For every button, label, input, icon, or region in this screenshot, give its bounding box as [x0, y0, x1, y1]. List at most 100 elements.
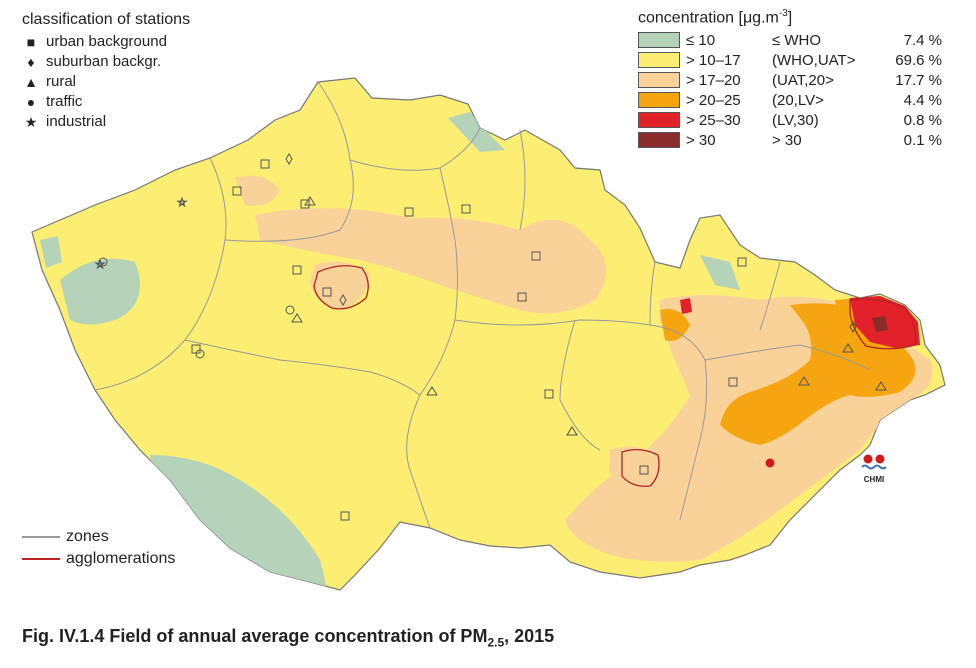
concentration-percent: 0.8 % — [903, 111, 942, 129]
agglomerations-label: agglomerations — [66, 550, 176, 567]
station-urban — [260, 159, 270, 169]
station-industrial: ☆ — [95, 259, 105, 271]
station-legend-label: rural — [46, 73, 77, 90]
concentration-legend-title: concentration [μg.m-3] — [638, 8, 958, 27]
color-swatch — [638, 112, 680, 129]
concentration-title-text: concentration [μg.m — [638, 9, 779, 27]
station-rural — [798, 376, 810, 386]
station-urban — [322, 287, 332, 297]
agglomeration-boundaries — [313, 265, 917, 487]
station-rural — [426, 386, 438, 396]
station-urban — [531, 251, 541, 261]
figure-caption: Fig. IV.1.4 Field of annual average conc… — [22, 626, 554, 650]
station-legend-label: suburban backgr. — [46, 53, 162, 70]
caption-prefix: Fig. IV.1.4 Field of annual average conc… — [22, 626, 488, 646]
color-swatch — [638, 132, 680, 149]
zone-boundaries — [94, 81, 871, 529]
concentration-percent: 69.6 % — [895, 51, 942, 69]
suburban-background-icon: ♦ — [27, 54, 35, 70]
light-orange-prague — [310, 261, 370, 310]
stations: ☆ ☆ — [95, 153, 887, 521]
traffic-icon: ● — [26, 94, 36, 110]
caption-sub: 2.5 — [487, 635, 505, 650]
station-urban — [404, 207, 414, 217]
station-legend-label: urban background — [46, 33, 167, 50]
darkred-hotspot — [872, 316, 888, 332]
agglomerations-line-icon — [22, 558, 60, 560]
concentration-title-sup: -3 — [778, 8, 788, 19]
station-legend-label: traffic — [46, 93, 83, 110]
station-legend-item: ★ industrial — [22, 112, 190, 132]
concentration-class: (LV,30) — [772, 111, 819, 129]
concentration-percent: 0.1 % — [903, 131, 942, 149]
concentration-range: > 17–20 — [686, 71, 741, 89]
concentration-class: (20,LV> — [772, 91, 824, 109]
color-swatch — [638, 92, 680, 109]
station-urban — [461, 204, 471, 214]
zones-label: zones — [66, 528, 109, 545]
station-urban — [340, 511, 350, 521]
green-zone-sw-edge — [40, 236, 62, 268]
light-orange-brno — [609, 446, 665, 492]
station-urban — [639, 465, 649, 475]
concentration-title-end: ] — [787, 9, 793, 27]
station-urban — [737, 257, 747, 267]
concentration-percent: 4.4 % — [903, 91, 942, 109]
station-traffic-red — [765, 458, 775, 468]
concentration-legend-item: > 20–25 (20,LV> 4.4 % — [638, 90, 958, 110]
zones-line-icon — [22, 536, 60, 538]
station-traffic — [195, 349, 205, 359]
concentration-range: > 30 — [686, 131, 716, 149]
concentration-class: (UAT,20> — [772, 71, 834, 89]
rural-icon: ▲ — [24, 74, 38, 90]
concentration-legend: concentration [μg.m-3] ≤ 10 ≤ WHO 7.4 % > 1… — [638, 8, 958, 150]
zones-legend-item: zones — [22, 526, 175, 548]
station-urban — [232, 186, 242, 196]
station-legend-item: ● traffic — [22, 92, 190, 112]
concentration-range: ≤ 10 — [686, 31, 716, 49]
chmi-logo-text: CHMI — [864, 475, 884, 484]
station-legend-label: industrial — [46, 113, 107, 130]
agglomerations-legend-item: agglomerations — [22, 548, 175, 570]
concentration-legend-item: > 17–20 (UAT,20> 17.7 % — [638, 70, 958, 90]
concentration-map: ☆ ☆ — [31, 77, 946, 591]
light-orange-central-band — [255, 208, 607, 314]
concentration-legend-item: ≤ 10 ≤ WHO 7.4 % — [638, 30, 958, 50]
station-rural — [566, 426, 578, 436]
station-rural — [875, 381, 887, 391]
station-urban — [292, 265, 302, 275]
caption-suffix: , 2015 — [504, 626, 555, 646]
station-legend-item: ▲ rural — [22, 72, 190, 92]
concentration-legend-item: > 10–17 (WHO,UAT> 69.6 % — [638, 50, 958, 70]
chmi-logo: CHMI — [861, 454, 887, 484]
concentration-percent: 17.7 % — [895, 71, 942, 89]
station-rural — [304, 196, 316, 206]
green-zone-southwest — [150, 455, 330, 590]
concentration-percent: 7.4 % — [903, 31, 942, 49]
station-urban — [544, 389, 554, 399]
station-legend-item: ♦ suburban backgr. — [22, 52, 190, 72]
red-patch-west-moravia — [680, 298, 692, 314]
orange-patch-moravia — [660, 309, 690, 341]
industrial-icon: ★ — [24, 114, 38, 130]
station-industrial: ☆ — [177, 197, 187, 209]
station-rural — [842, 343, 854, 353]
concentration-class: (WHO,UAT> — [772, 51, 856, 69]
concentration-class: ≤ WHO — [772, 31, 822, 49]
station-traffic — [285, 305, 295, 315]
station-suburban — [285, 153, 293, 165]
station-traffic — [98, 257, 108, 267]
light-orange-west — [235, 175, 280, 206]
concentration-legend-item: > 30 > 30 0.1 % — [638, 130, 958, 150]
color-swatch — [638, 32, 680, 49]
station-urban — [728, 377, 738, 387]
station-suburban — [849, 321, 857, 333]
line-legend: zones agglomerations — [22, 526, 175, 570]
station-urban — [300, 199, 310, 209]
concentration-range: > 25–30 — [686, 111, 741, 129]
concentration-legend-item: > 25–30 (LV,30) 0.8 % — [638, 110, 958, 130]
station-legend: classification of stations ■ urban backgr… — [22, 10, 190, 132]
station-legend-title: classification of stations — [22, 11, 191, 28]
concentration-range: > 10–17 — [686, 51, 741, 69]
urban-background-icon: ■ — [26, 34, 36, 50]
